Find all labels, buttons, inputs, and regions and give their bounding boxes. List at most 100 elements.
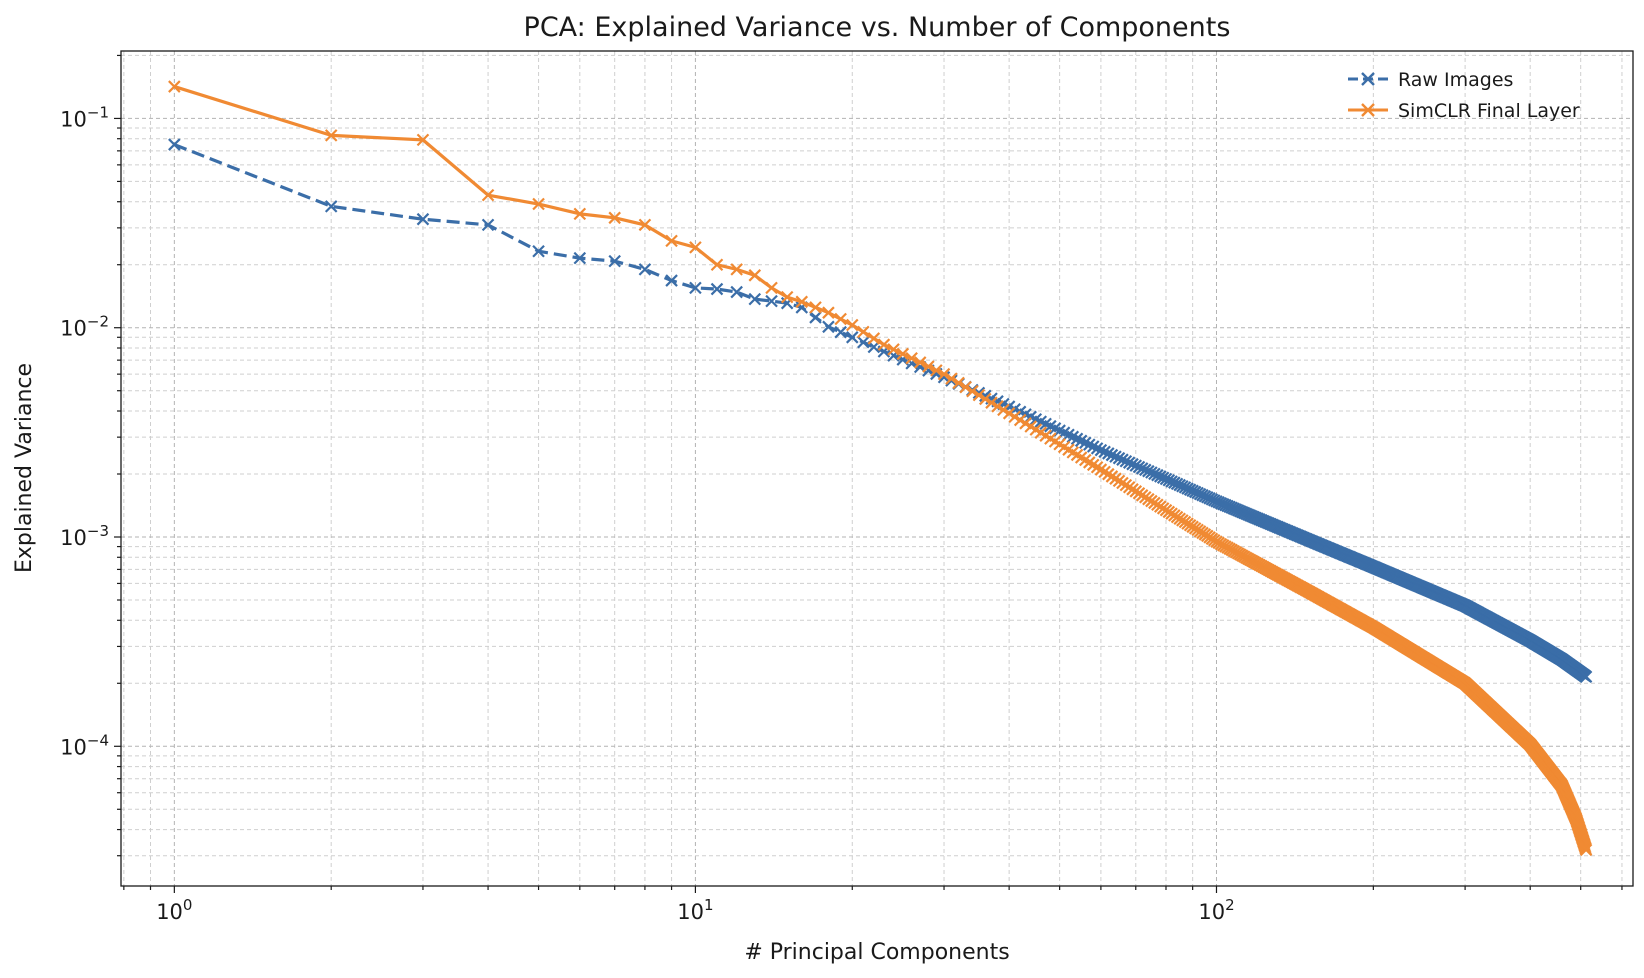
data-point-simclr-final-layer bbox=[780, 290, 794, 304]
y-tick-label: 10−4 bbox=[60, 731, 109, 759]
data-point-raw-images bbox=[748, 292, 762, 306]
data-point-simclr-final-layer bbox=[822, 306, 835, 319]
axis-ticks: 100 101 102 10−1 10−2 10−3 10−4 bbox=[60, 54, 1623, 924]
data-point-simclr-final-layer bbox=[966, 384, 979, 398]
data-point-raw-images bbox=[1116, 453, 1129, 466]
data-point-raw-images bbox=[1122, 456, 1136, 469]
data-point-simclr-final-layer bbox=[857, 325, 870, 339]
data-point-simclr-final-layer bbox=[972, 388, 986, 402]
legend-label-simclr-final-layer: SimCLR Final Layer bbox=[1398, 100, 1580, 122]
y-tick-label: 10−1 bbox=[60, 103, 109, 131]
data-point-simclr-final-layer bbox=[985, 396, 998, 409]
data-point-raw-images bbox=[689, 281, 702, 295]
y-tick-label: 10−3 bbox=[60, 522, 109, 550]
data-point-raw-images bbox=[834, 325, 847, 339]
data-point-simclr-final-layer bbox=[997, 403, 1010, 417]
data-point-raw-images bbox=[1579, 670, 1593, 683]
data-point-simclr-final-layer bbox=[481, 188, 495, 202]
data-point-raw-images bbox=[168, 138, 181, 151]
data-point-raw-images bbox=[1086, 440, 1100, 453]
data-point-raw-images bbox=[1102, 447, 1115, 460]
data-point-raw-images bbox=[1098, 445, 1111, 459]
data-point-simclr-final-layer bbox=[748, 269, 762, 282]
plot-frame bbox=[120, 50, 1634, 887]
data-point-simclr-final-layer bbox=[416, 133, 430, 147]
data-point-raw-images bbox=[1132, 460, 1146, 474]
data-point-simclr-final-layer bbox=[867, 332, 881, 345]
chart-title: PCA: Explained Variance vs. Number of Co… bbox=[524, 12, 1231, 43]
series-line-simclr-final-layer bbox=[173, 85, 1588, 851]
data-point-simclr-final-layer bbox=[922, 360, 935, 373]
data-point-raw-images bbox=[765, 294, 778, 308]
data-point-raw-images bbox=[665, 274, 678, 287]
data-point-raw-images bbox=[638, 263, 652, 276]
data-point-raw-images bbox=[1109, 450, 1122, 463]
data-point-simclr-final-layer bbox=[532, 197, 545, 211]
data-point-raw-images bbox=[1135, 462, 1149, 475]
data-point-simclr-final-layer bbox=[608, 211, 621, 225]
data-point-simclr-final-layer bbox=[795, 295, 809, 309]
data-point-raw-images bbox=[730, 285, 743, 299]
data-point-raw-images bbox=[857, 335, 870, 349]
data-point-simclr-final-layer bbox=[945, 372, 958, 385]
x-axis-label: # Principal Components bbox=[744, 940, 1009, 965]
data-point-simclr-final-layer bbox=[896, 347, 910, 361]
data-point-raw-images bbox=[1105, 448, 1119, 462]
data-point-raw-images bbox=[481, 218, 495, 232]
legend-entry-raw-images: Raw Images bbox=[1348, 69, 1513, 91]
data-point-simclr-final-layer bbox=[710, 258, 724, 271]
data-point-simclr-final-layer bbox=[689, 241, 702, 254]
legend: Raw Images SimCLR Final Layer bbox=[1348, 69, 1580, 122]
data-point-simclr-final-layer bbox=[913, 356, 927, 369]
x-tick-label: 101 bbox=[677, 896, 713, 924]
data-point-simclr-final-layer bbox=[834, 312, 847, 326]
data-point-simclr-final-layer bbox=[665, 234, 678, 248]
data-point-simclr-final-layer bbox=[979, 392, 992, 406]
data-point-raw-images bbox=[710, 282, 724, 296]
data-point-simclr-final-layer bbox=[930, 364, 943, 377]
data-point-simclr-final-layer bbox=[877, 338, 891, 351]
legend-marker-simclr-final-layer bbox=[1361, 103, 1375, 117]
legend-label-raw-images: Raw Images bbox=[1398, 69, 1513, 91]
data-point-raw-images bbox=[1112, 451, 1126, 465]
data-point-raw-images bbox=[573, 251, 587, 265]
data-point-raw-images bbox=[1090, 442, 1104, 455]
data-point-simclr-final-layer bbox=[905, 351, 918, 365]
data-point-raw-images bbox=[608, 254, 621, 268]
data-point-simclr-final-layer bbox=[765, 281, 778, 295]
data-point-simclr-final-layer bbox=[959, 380, 972, 394]
data-point-raw-images bbox=[324, 200, 338, 213]
legend-entry-simclr-final-layer: SimCLR Final Layer bbox=[1348, 100, 1580, 122]
y-axis-label: Explained Variance bbox=[12, 363, 37, 573]
data-point-simclr-final-layer bbox=[573, 207, 587, 221]
series-raw-images bbox=[168, 138, 1593, 683]
data-point-raw-images bbox=[809, 311, 822, 324]
x-tick-label: 102 bbox=[1198, 896, 1234, 924]
data-point-raw-images bbox=[1129, 459, 1143, 472]
data-point-simclr-final-layer bbox=[809, 301, 822, 314]
data-point-raw-images bbox=[845, 331, 859, 344]
data-point-simclr-final-layer bbox=[952, 376, 965, 390]
data-point-simclr-final-layer bbox=[1002, 407, 1016, 420]
grid-lines bbox=[121, 51, 1633, 886]
data-point-raw-images bbox=[1094, 443, 1108, 457]
data-point-raw-images bbox=[822, 320, 835, 334]
data-point-simclr-final-layer bbox=[845, 318, 859, 332]
data-point-simclr-final-layer bbox=[730, 263, 743, 276]
x-tick-label: 100 bbox=[156, 896, 192, 924]
data-point-simclr-final-layer bbox=[1579, 843, 1593, 857]
data-point-simclr-final-layer bbox=[638, 218, 652, 232]
series-layer bbox=[168, 80, 1593, 857]
data-point-simclr-final-layer bbox=[937, 367, 951, 381]
data-point-simclr-final-layer bbox=[991, 400, 1004, 413]
data-point-simclr-final-layer bbox=[324, 129, 338, 142]
data-point-simclr-final-layer bbox=[168, 80, 181, 93]
legend-marker-raw-images bbox=[1361, 72, 1375, 86]
y-tick-label: 10−2 bbox=[60, 313, 109, 341]
data-point-raw-images bbox=[532, 244, 545, 258]
data-point-raw-images bbox=[416, 212, 430, 226]
data-point-raw-images bbox=[1126, 457, 1139, 471]
data-point-raw-images bbox=[1119, 454, 1133, 468]
data-point-simclr-final-layer bbox=[887, 343, 900, 356]
